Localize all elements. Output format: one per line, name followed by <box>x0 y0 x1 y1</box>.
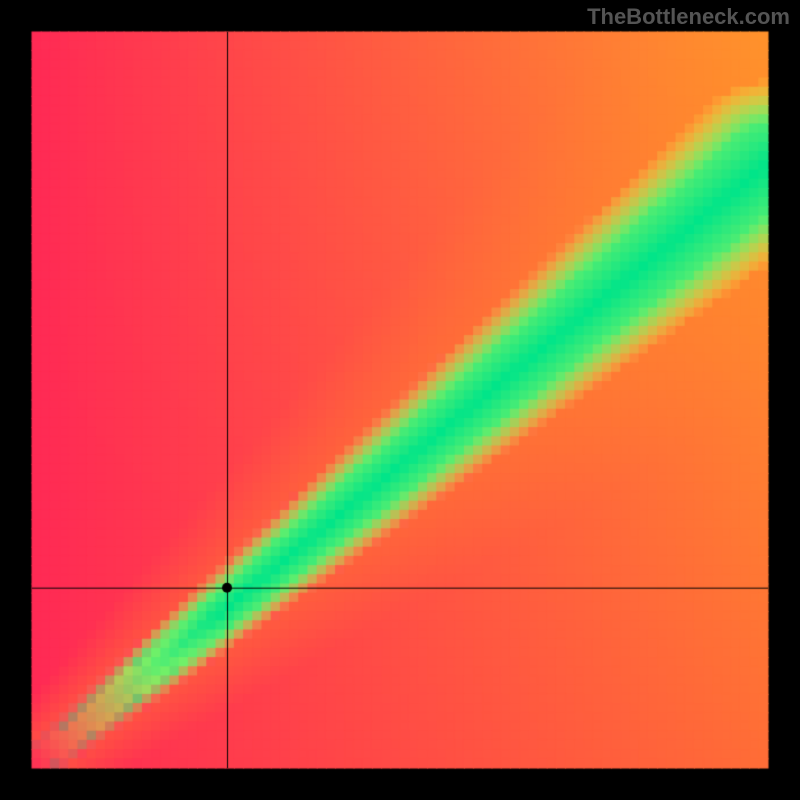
heatmap-canvas <box>0 0 800 800</box>
chart-container: TheBottleneck.com <box>0 0 800 800</box>
watermark-text: TheBottleneck.com <box>587 4 790 30</box>
